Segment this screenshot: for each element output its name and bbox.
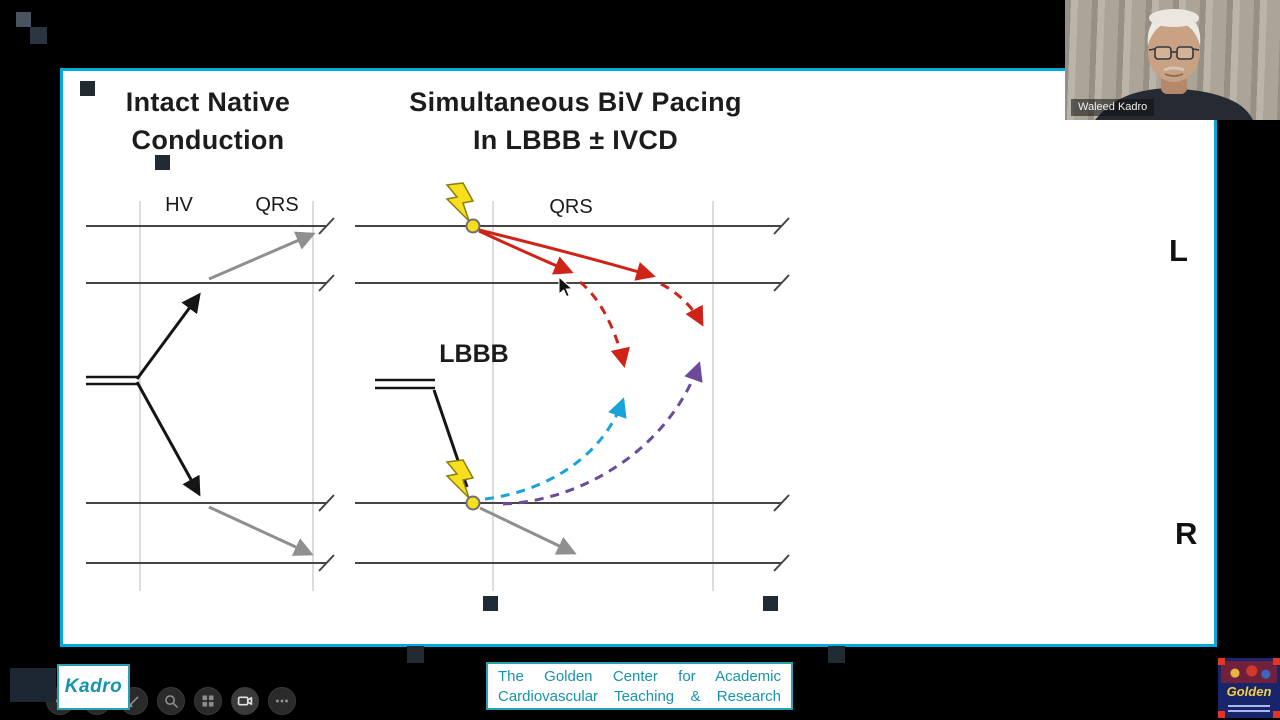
presentation-slide: Intact Native Conduction Simultaneous Bi… — [60, 68, 1217, 647]
rv-pacing-site-dot — [465, 495, 481, 511]
artifact-square — [407, 646, 424, 663]
pacing-stimulus-top-icon — [445, 182, 475, 222]
right-marker-label: R — [1175, 516, 1198, 551]
footer-banner: The Golden Center for Academic Cardiovas… — [486, 662, 793, 710]
logo-corner-square — [1273, 711, 1280, 718]
timing-gridlines — [139, 201, 714, 591]
watermark-text: Kadro — [64, 676, 123, 697]
artifact-square — [30, 27, 47, 44]
banner-line-2: Cardiovascular Teaching & Research — [498, 688, 781, 705]
zoom-button[interactable] — [157, 687, 185, 715]
right-title-line2: In LBBB ± IVCD — [472, 125, 678, 155]
left-marker-label: L — [1169, 233, 1188, 268]
glasses-icon — [1154, 46, 1172, 60]
qrs-right-label: QRS — [549, 196, 592, 218]
paced-lv-wavefront-arrow-2 — [478, 228, 656, 281]
logo-wordmark: Golden — [1226, 684, 1272, 699]
logo-fineprint — [1228, 702, 1270, 712]
golden-center-logo: Golden — [1218, 658, 1280, 718]
artifact-square — [483, 596, 498, 611]
logo-corner-square — [1218, 711, 1225, 718]
rv-activation-arrow — [208, 505, 314, 556]
magnifier-icon — [165, 695, 178, 708]
rv-activation-arrow-paced — [479, 506, 577, 555]
camera-button[interactable] — [231, 687, 259, 715]
logo-corner-square — [1273, 658, 1280, 665]
lv-pacing-site-dot — [465, 218, 481, 234]
left-panel-title: Intact Native Conduction — [103, 83, 313, 159]
rv-late-fusion-arrow — [502, 361, 703, 506]
artifact-square — [80, 81, 95, 96]
banner-line-1: The Golden Center for Academic — [498, 668, 781, 685]
conduction-ladder-diagram: HV QRS QRS LBBB — [86, 182, 790, 591]
right-bundle-branch-arrow — [135, 381, 201, 497]
logo-artwork — [1221, 661, 1277, 683]
presenter-watermark: Kadro — [57, 664, 130, 710]
paced-lv-wavefront-arrow-1 — [478, 229, 574, 275]
mouse-cursor — [558, 275, 574, 298]
pacing-stimulus-bottom-icon — [445, 459, 475, 499]
artifact-square — [828, 646, 845, 663]
all-slides-button[interactable] — [194, 687, 222, 715]
artifact-square — [16, 12, 31, 27]
left-title-line1: Intact Native — [125, 87, 291, 117]
ellipsis-icon — [275, 699, 289, 703]
more-options-button[interactable] — [268, 687, 296, 715]
lv-delayed-conduction-arrow-1 — [579, 280, 630, 368]
right-ladder: QRS LBBB — [355, 182, 790, 572]
artifact-block — [10, 668, 56, 702]
rv-wavefront-fusion-arrow — [484, 397, 627, 501]
left-ladder: HV QRS — [86, 194, 335, 572]
artifact-square — [155, 155, 170, 170]
left-bundle-branch-arrow — [135, 292, 201, 380]
artifact-square — [763, 596, 778, 611]
logo-corner-square — [1218, 658, 1225, 665]
right-title-line1: Simultaneous BiV Pacing — [409, 87, 742, 117]
camera-icon — [237, 696, 253, 706]
right-panel-title: Simultaneous BiV Pacing In LBBB ± IVCD — [403, 83, 748, 159]
hv-label: HV — [165, 194, 193, 216]
left-title-line2: Conduction — [131, 125, 285, 155]
webcam-video-tile[interactable]: Waleed Kadro — [1065, 0, 1280, 120]
participant-name-badge: Waleed Kadro — [1071, 99, 1155, 116]
lv-activation-arrow — [208, 231, 316, 281]
slide-grid-icon — [202, 695, 214, 707]
lbbb-label: LBBB — [439, 340, 508, 368]
lv-delayed-conduction-arrow-2 — [660, 282, 704, 327]
qrs-left-label: QRS — [255, 194, 298, 216]
